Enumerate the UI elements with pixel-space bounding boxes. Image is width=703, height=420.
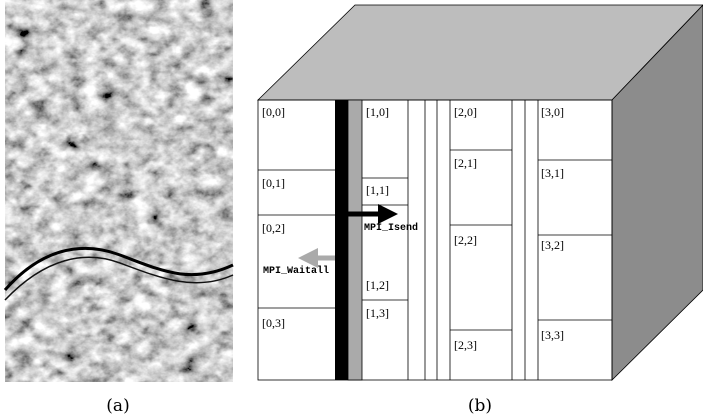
caption: (b): [468, 396, 492, 416]
block-label: [2,2]: [454, 233, 477, 247]
block-label: [1,2]: [366, 278, 389, 292]
block-label: [3,3]: [541, 328, 564, 342]
satellite-image: [5, 0, 233, 382]
caption: (a): [106, 396, 129, 416]
block-label: [3,2]: [541, 238, 564, 252]
block-label: [0,3]: [262, 316, 285, 330]
block-label: [1,1]: [366, 183, 389, 197]
block-label: [2,0]: [454, 105, 477, 119]
block-label: [0,0]: [262, 105, 285, 119]
send-label: MPI_Isend: [364, 222, 418, 234]
block-label: [2,1]: [454, 156, 477, 170]
block-label: [0,1]: [262, 176, 285, 190]
wait-label: MPI_Waitall: [263, 265, 329, 277]
block-label: [1,3]: [366, 306, 389, 320]
block-label: [3,1]: [541, 166, 564, 180]
block-label: [2,3]: [454, 338, 477, 352]
block-label: [0,2]: [262, 221, 285, 235]
block-label: [1,0]: [366, 105, 389, 119]
figure: (a) [0,0] [0,1] [0,2] [0,3] [1,0] [1,1] …: [0, 0, 703, 420]
cube: [258, 5, 703, 380]
block-label: [3,0]: [541, 105, 564, 119]
